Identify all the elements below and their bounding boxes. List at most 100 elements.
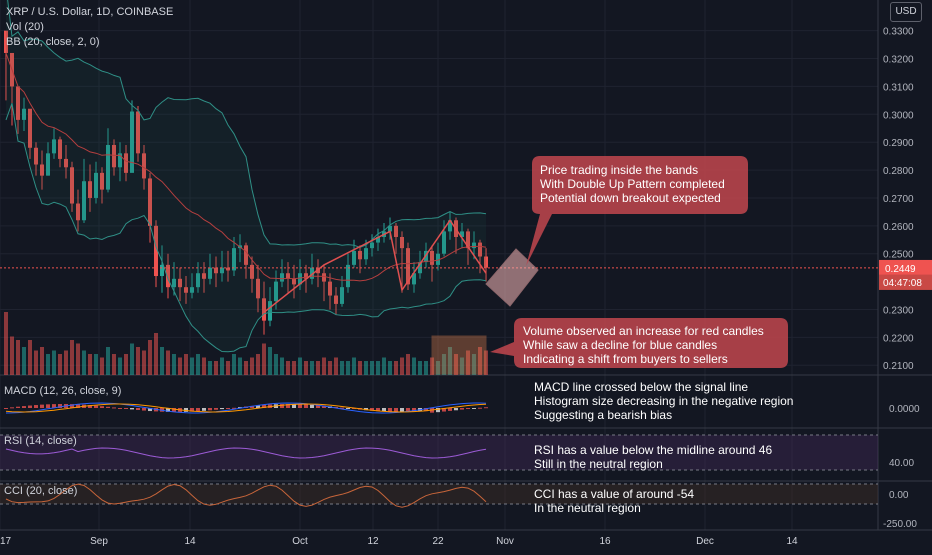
time-axis-label: 12 [367,536,379,547]
macd-histogram-bar [106,406,110,408]
macd-histogram-bar [454,408,458,411]
annotation-line: Potential down breakout expected [540,191,721,205]
candle-body [352,250,356,265]
volume-bar [118,357,122,375]
candle-body [262,298,266,321]
macd-histogram-bar [262,404,266,408]
macd-annotation-text: MACD line crossed below the signal line … [534,380,793,422]
currency-badge[interactable]: USD [890,2,922,22]
macd-histogram-bar [346,408,350,409]
annotation-line: RSI has a value below the midline around… [534,443,773,457]
countdown-label: 04:47:08 [883,278,922,289]
annotation-line: Still in the neutral region [534,457,663,471]
candle-body [82,181,86,221]
volume-bar [322,357,326,375]
volume-bar [172,354,176,375]
annotation-line: With Double Up Pattern completed [540,177,725,191]
candle-body [232,248,236,271]
volume-bar [52,350,56,375]
volume-bar [352,357,356,375]
macd-histogram-bar [22,406,26,408]
candle-body [142,153,146,179]
time-axis-label: Nov [496,536,514,547]
price-axis-label: 0.3000 [883,110,914,121]
candle-body [328,281,332,296]
macd-histogram-bar [70,404,74,408]
macd-histogram-bar [472,408,476,409]
cci-axis-label: 0.00 [889,490,909,501]
macd-histogram-bar [190,408,194,412]
annotation-line: Suggesting a bearish bias [534,408,673,422]
macd-histogram-bar [364,408,368,411]
candle-body [376,236,380,243]
candle-body [58,139,62,159]
candle-body [118,153,122,168]
macd-histogram-bar [406,408,410,412]
candle-body [334,295,338,304]
breakdown-projection-box [485,248,539,307]
candle-body [184,287,188,293]
price-axis-label: 0.3100 [883,82,914,93]
macd-histogram-bar [88,405,92,408]
price-axis-label: 0.3200 [883,55,914,66]
candle-body [484,256,488,268]
macd-histogram-bar [298,404,302,408]
candle-body [34,147,38,165]
volume-bar [388,361,392,375]
price-axis-label: 0.2200 [883,333,914,344]
volume-bar [166,350,170,375]
macd-histogram-bar [46,404,50,408]
volume-bar [142,350,146,375]
candle-body [310,267,314,279]
candle-body [442,231,446,254]
symbol-title[interactable]: XRP / U.S. Dollar, 1D, COINBASE [6,6,174,18]
macd-histogram-bar [334,406,338,408]
macd-histogram-bar [376,408,380,412]
candle-body [298,273,302,285]
time-axis-label: 16 [599,536,611,547]
bollinger-basis-line [5,52,487,282]
volume-bar [130,343,134,375]
candle-body [472,242,476,249]
macd-signal-line [5,403,487,413]
macd-histogram-bar [196,408,200,412]
cci-axis-label: -250.00 [883,519,917,530]
volume-bar [442,354,446,375]
rsi-annotation-text: RSI has a value below the midline around… [534,443,772,471]
candle-body [478,242,482,257]
time-axis-label: 14 [184,536,196,547]
candle-body [412,273,416,285]
macd-histogram-bar [184,408,188,412]
macd-histogram-bar [52,404,56,408]
time-axis-label: 17 [0,536,12,547]
volume-bar [286,361,290,375]
candle-body [208,267,212,279]
volume-bar [22,347,26,375]
candle-body [70,167,74,204]
volume-bar [148,340,152,375]
time-axis-label: 14 [786,536,798,547]
bollinger-indicator-label[interactable]: BB (20, close, 2, 0) [6,36,100,48]
candle-body [52,139,56,154]
bands-annotation-text: Price trading inside the bands With Doub… [540,163,725,205]
candle-body [244,245,248,265]
volume-bar [346,361,350,375]
volume-bar [364,361,368,375]
annotation-line: While saw a decline for blue candles [523,338,718,352]
candle-body [346,264,350,288]
price-axis-label: 0.3300 [883,27,914,38]
annotation-line: MACD line crossed below the signal line [534,380,749,394]
volume-bar [160,347,164,375]
volume-bar [154,333,158,375]
volume-bar [226,361,230,375]
cci-annotation-text: CCI has a value of around -54 In the neu… [534,487,694,515]
macd-histogram-bar [412,408,416,412]
volume-bar [28,340,32,375]
macd-histogram-bar [142,408,146,411]
volume-bar [478,347,482,375]
volume-bar [100,357,104,375]
volume-bar [124,354,128,375]
volume-indicator-label[interactable]: Vol (20) [6,21,44,33]
